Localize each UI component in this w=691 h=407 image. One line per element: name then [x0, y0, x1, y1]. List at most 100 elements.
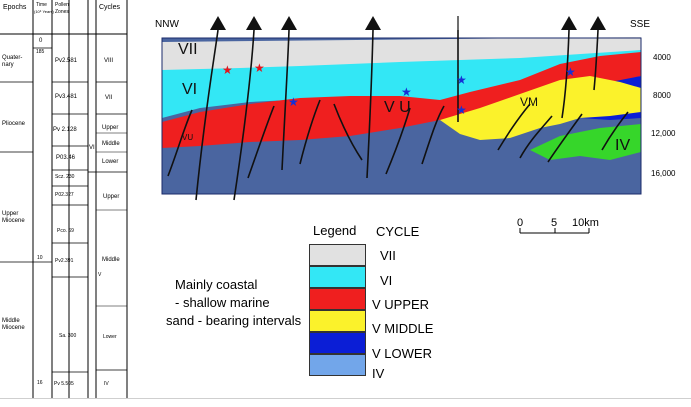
time-mark: 185	[36, 49, 45, 55]
unit-label: VU	[182, 133, 194, 142]
depth-label: 16,000	[651, 169, 676, 178]
note-line: - shallow marine	[175, 295, 270, 310]
legend-swatch	[309, 310, 366, 332]
cycle-label: VI	[89, 145, 95, 151]
fault-line	[547, 113, 583, 163]
legend-swatch	[309, 332, 366, 354]
legend-label: VII	[380, 248, 396, 263]
cycle-label: VIII	[104, 58, 114, 64]
fault-line	[497, 103, 531, 151]
well-arrow	[365, 16, 381, 30]
fault-line	[281, 29, 290, 171]
fault-line	[421, 105, 445, 165]
cycle-label: V	[98, 272, 102, 278]
legend-swatch	[309, 288, 366, 310]
header-epochs: Epochs	[3, 4, 27, 11]
header-time-unit: (10⁶ Years)	[34, 9, 54, 14]
header-zones: Zones	[55, 9, 69, 15]
unit-label: VI	[182, 81, 198, 98]
pollen-zone: Pco. 69	[57, 228, 74, 234]
pollen-zone: Pv 5.505	[54, 381, 74, 387]
fault-line	[167, 109, 193, 177]
scale-tick: 5	[551, 217, 558, 229]
time-mark: 0	[39, 38, 43, 44]
depth-label: 12,000	[651, 129, 676, 138]
cycle-label: Lower	[103, 334, 117, 340]
fault-line	[601, 111, 629, 151]
fault-lines	[167, 29, 629, 201]
cycle-label: VII	[105, 95, 113, 101]
legend-swatch	[309, 244, 366, 266]
cycle-label: Middle	[102, 141, 120, 147]
time-mark: 16	[37, 380, 43, 386]
unit-label: IV	[615, 137, 631, 154]
well-arrow	[561, 16, 577, 30]
well-arrow	[246, 16, 262, 30]
legend-label: V LOWER	[372, 346, 432, 361]
well-arrow	[281, 16, 297, 30]
fault-line	[233, 29, 255, 201]
fault-line	[195, 29, 219, 201]
depth-label: 4000	[653, 53, 671, 62]
legend-swatch	[309, 354, 366, 376]
table-grid	[0, 0, 160, 402]
cycle-label: Upper	[103, 194, 120, 200]
note-line: sand - bearing intervals	[166, 313, 302, 328]
legend-swatch	[309, 266, 366, 288]
stars: ★ ★ ★ ★ ★ ★ ★	[222, 61, 576, 117]
section-left-label: NNW	[155, 19, 179, 30]
cycle-v-upper-layer	[162, 52, 641, 148]
star-red: ★	[222, 63, 233, 77]
section-right-label: SSE	[630, 19, 651, 30]
epoch-label: Pliocene	[2, 121, 26, 127]
scale-tick: 10km	[572, 217, 599, 229]
header-time: Time	[36, 2, 47, 8]
header-pollen: Pollen	[55, 2, 69, 8]
pollen-zone: Pv2.581	[55, 58, 78, 64]
cycle-label: IV	[104, 381, 109, 387]
unit-label: VM	[520, 95, 538, 109]
cycle-label: Lower	[102, 159, 119, 165]
depth-label: 8000	[653, 91, 671, 100]
epoch-label: nary	[2, 62, 14, 68]
fault-line	[247, 105, 275, 179]
legend-title: Legend	[313, 223, 357, 238]
unit-label: VII	[178, 41, 198, 58]
note-line: Mainly coastal	[175, 277, 258, 292]
pollen-zone: P02.327	[55, 192, 74, 198]
scale-tick: 0	[517, 217, 524, 229]
header-cycles: Cycles	[99, 4, 121, 11]
pollen-zone: Scz. 230	[55, 174, 75, 180]
epoch-label: Quater-	[2, 55, 23, 61]
star-blue: ★	[565, 65, 576, 79]
pollen-zone: Pv3.481	[55, 94, 78, 100]
cycle-vii-layer	[162, 37, 641, 70]
pollen-zone: P03.46	[56, 155, 76, 161]
legend-label: VI	[380, 273, 393, 288]
epoch-label: Middle	[2, 318, 20, 324]
fault-line	[385, 107, 411, 175]
pollen-zone: Sa. 300	[59, 333, 77, 339]
legend-column-title: CYCLE	[376, 224, 420, 239]
pollen-zone: Pv 2.128	[53, 127, 77, 133]
epoch-label: Upper	[2, 211, 19, 217]
cycle-label: Upper	[102, 125, 119, 131]
cycle-label: Middle	[102, 257, 120, 263]
cycle-v-middle-layer	[440, 76, 641, 140]
fault-line	[333, 103, 363, 161]
fault-line	[519, 115, 553, 159]
legend-label: V UPPER	[372, 297, 430, 312]
well-arrow	[210, 16, 226, 30]
epoch-label: Miocene	[2, 325, 25, 331]
legend-label: V MIDDLE	[372, 321, 434, 336]
star-red: ★	[254, 61, 265, 75]
well-arrows	[210, 16, 606, 30]
fault-line	[593, 29, 599, 91]
unit-label: V U	[384, 99, 411, 116]
time-mark: 10	[37, 255, 43, 261]
star-blue: ★	[288, 95, 299, 109]
bottom-strip	[0, 398, 691, 407]
well-arrow	[590, 16, 606, 30]
fault-line	[561, 29, 570, 119]
